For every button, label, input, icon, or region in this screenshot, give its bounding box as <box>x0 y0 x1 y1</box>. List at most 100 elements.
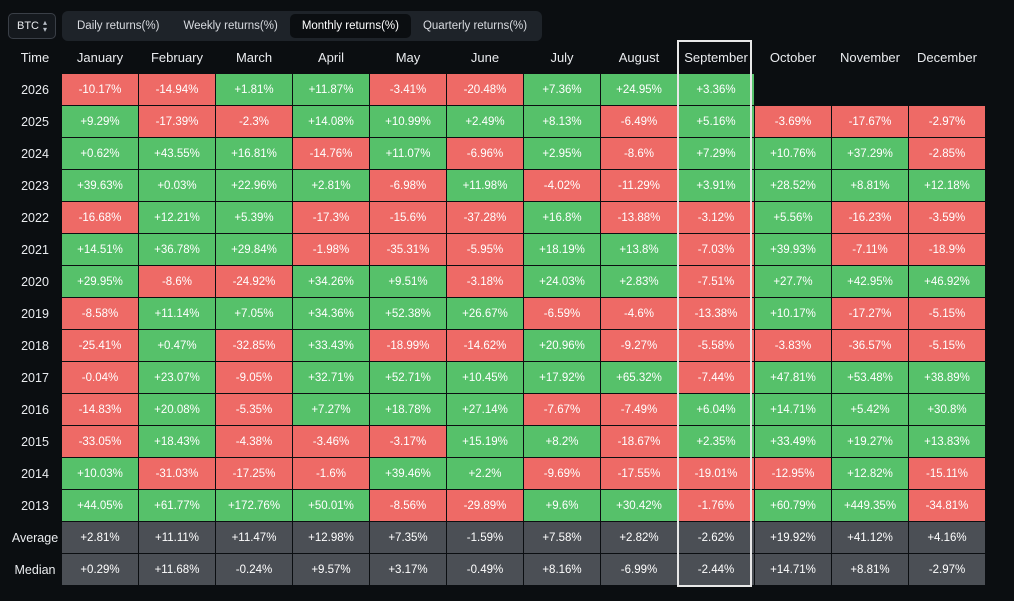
return-cell: -3.17% <box>370 426 446 457</box>
year-label: 2018 <box>21 338 49 353</box>
return-cell: -9.27% <box>601 330 677 361</box>
return-cell: +43.55% <box>139 138 215 169</box>
return-cell: +14.08% <box>293 106 369 137</box>
return-cell: -7.51% <box>678 266 754 297</box>
return-cell: -3.59% <box>909 202 985 233</box>
return-cell: -3.69% <box>755 106 831 137</box>
return-cell: -17.27% <box>832 298 908 329</box>
month-header: September <box>684 49 748 65</box>
return-cell: -0.04% <box>62 362 138 393</box>
return-cell: -1.76% <box>678 490 754 521</box>
return-cell: +30.8% <box>909 394 985 425</box>
return-cell: +29.95% <box>62 266 138 297</box>
tab-quarterly-returns[interactable]: Quarterly returns(%) <box>422 20 528 32</box>
return-cell: +8.16% <box>524 554 600 585</box>
return-cell: -17.25% <box>216 458 292 489</box>
return-cell: -8.56% <box>370 490 446 521</box>
return-cell: +39.46% <box>370 458 446 489</box>
year-label: 2014 <box>21 466 49 481</box>
table-row: 2020 +29.95% -8.6% -24.92% +34.26% +9.51% -3.1… <box>9 266 985 297</box>
return-cell: +8.81% <box>832 170 908 201</box>
return-cell: -18.9% <box>909 234 985 265</box>
table-row: 2013 +44.05% +61.77% +172.76% +50.01% -8.56% -… <box>9 490 985 521</box>
return-cell: -7.67% <box>524 394 600 425</box>
year-label: 2016 <box>21 402 49 417</box>
return-cell: +7.27% <box>293 394 369 425</box>
summary-label: Average <box>11 530 59 545</box>
return-cell: +5.39% <box>216 202 292 233</box>
return-cell: +32.71% <box>293 362 369 393</box>
return-cell: +20.96% <box>524 330 600 361</box>
return-cell: +0.62% <box>62 138 138 169</box>
return-cell: +24.95% <box>601 74 677 105</box>
return-cell: -0.24% <box>216 554 292 585</box>
return-cell: -6.49% <box>601 106 677 137</box>
return-cell: -9.69% <box>524 458 600 489</box>
return-cell: +0.03% <box>139 170 215 201</box>
return-cell: -5.15% <box>909 330 985 361</box>
return-cell: -6.99% <box>601 554 677 585</box>
return-cell: +15.19% <box>447 426 523 457</box>
tab-monthly-returns[interactable]: Monthly returns(%) <box>289 14 411 38</box>
return-cell: -2.85% <box>909 138 985 169</box>
return-cell: +4.16% <box>909 522 985 553</box>
return-cell: +7.05% <box>216 298 292 329</box>
return-cell: +14.71% <box>755 394 831 425</box>
return-cell: +52.38% <box>370 298 446 329</box>
return-cell: +2.2% <box>447 458 523 489</box>
return-cell: -18.67% <box>601 426 677 457</box>
tab-daily-returns[interactable]: Daily returns(%) <box>77 20 160 32</box>
return-cell: +3.36% <box>678 74 754 105</box>
return-cell: +7.58% <box>524 522 600 553</box>
month-header: December <box>917 49 977 65</box>
return-cell: -5.35% <box>216 394 292 425</box>
tab-weekly-returns[interactable]: Weekly returns(%) <box>183 20 278 32</box>
return-cell: +36.78% <box>139 234 215 265</box>
return-cell: +23.07% <box>139 362 215 393</box>
return-cell: -33.05% <box>62 426 138 457</box>
return-cell: +10.17% <box>755 298 831 329</box>
return-cell: +11.68% <box>139 554 215 585</box>
year-label: 2024 <box>21 146 49 161</box>
sort-updown-icon: ▴ ▾ <box>42 18 47 34</box>
table-row: 2019 -8.58% +11.14% +7.05% +34.36% +52.38% +26… <box>9 298 985 329</box>
return-cell: +7.29% <box>678 138 754 169</box>
return-cell: +11.11% <box>139 522 215 553</box>
return-cell: +53.48% <box>832 362 908 393</box>
return-cell: -7.03% <box>678 234 754 265</box>
return-cell: +52.71% <box>370 362 446 393</box>
return-cell: -16.23% <box>832 202 908 233</box>
return-cell: +10.76% <box>755 138 831 169</box>
year-label: 2026 <box>21 82 49 97</box>
return-cell: +17.92% <box>524 362 600 393</box>
table-body: 2026 -10.17% -14.94% +1.81% +11.87% -3.41% -20… <box>9 74 985 585</box>
return-cell: -1.98% <box>293 234 369 265</box>
return-cell: -2.62% <box>678 522 754 553</box>
summary-row: Median +0.29% +11.68% -0.24% +9.57% +3.17% -0.… <box>9 554 985 585</box>
return-cell: +10.03% <box>62 458 138 489</box>
year-label: 2013 <box>21 498 49 513</box>
return-cell: -15.6% <box>370 202 446 233</box>
coin-selector[interactable]: BTC ▴ ▾ <box>8 13 56 39</box>
return-cell: +2.83% <box>601 266 677 297</box>
return-cell: +27.14% <box>447 394 523 425</box>
month-header: November <box>840 49 900 65</box>
return-cell: +2.49% <box>447 106 523 137</box>
return-cell: -4.6% <box>601 298 677 329</box>
table-row: 2014 +10.03% -31.03% -17.25% -1.6% +39.46% +2.… <box>9 458 985 489</box>
month-header: June <box>470 49 500 65</box>
coin-label: BTC <box>16 20 39 32</box>
return-cell: +3.91% <box>678 170 754 201</box>
return-cell: +2.81% <box>293 170 369 201</box>
return-cell: -6.59% <box>524 298 600 329</box>
return-cell: +12.82% <box>832 458 908 489</box>
return-cell: -3.83% <box>755 330 831 361</box>
month-header: July <box>550 49 574 65</box>
return-cell: +7.35% <box>370 522 446 553</box>
return-cell: +449.35% <box>832 490 908 521</box>
year-label: 2025 <box>21 114 49 129</box>
return-cell: -4.02% <box>524 170 600 201</box>
return-cell: -13.88% <box>601 202 677 233</box>
return-cell: -37.28% <box>447 202 523 233</box>
return-cell: -7.49% <box>601 394 677 425</box>
